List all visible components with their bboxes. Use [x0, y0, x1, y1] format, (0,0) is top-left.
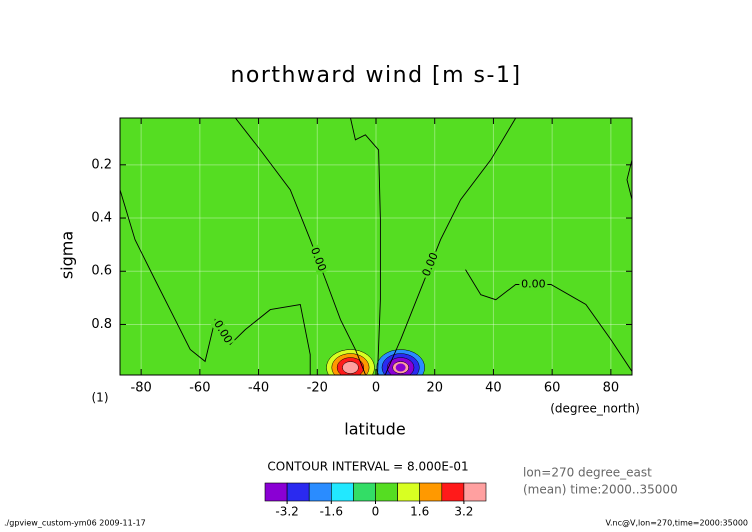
colorbar-tick-label: 1.6 [410, 505, 429, 519]
x-tick-label: 20 [426, 381, 443, 396]
info-text: lon=270 degree_east [523, 466, 652, 480]
colorbar-box [441, 482, 465, 502]
colorbar-tick-label: 3.2 [454, 505, 473, 519]
x-unit: (degree_north) [550, 402, 640, 416]
x-tick-label: -20 [307, 381, 328, 396]
contour-label-bg [307, 244, 329, 275]
footer-right: V.nc@V,lon=270,time=2000:35000 [606, 519, 748, 528]
contour-interval: CONTOUR INTERVAL = 8.000E-01 [267, 460, 468, 474]
y-tick-label: 0.8 [91, 317, 112, 332]
x-tick-label: 60 [544, 381, 561, 396]
colorbar-tick-label: -3.2 [275, 505, 298, 519]
extremum-core [395, 363, 406, 372]
x-tick-label: -80 [131, 381, 152, 396]
contour-label-bg [419, 249, 442, 280]
colorbar-box [330, 482, 354, 502]
field [120, 118, 632, 375]
field-layer: 0.000.00 0.000.00 [120, 118, 632, 375]
info-text: (mean) time:2000..35000 [523, 483, 678, 497]
contour-line [350, 118, 381, 375]
y-note: (1) [92, 391, 109, 405]
y-tick-label: 0.4 [91, 211, 112, 226]
footer-left: ./gpview_custom-ym06 2009-11-17 [4, 519, 146, 528]
contour-label-bg [210, 316, 235, 348]
colorbar-box [375, 482, 398, 502]
x-tick-label: -40 [248, 381, 269, 396]
colorbar-tick-label: -1.6 [320, 505, 343, 519]
contour-line [120, 189, 311, 375]
contour-label: 0.00 [521, 278, 546, 291]
y-tick-label: 0.6 [91, 264, 112, 279]
contour-line [384, 118, 517, 375]
colorbar-tick-label: 0 [372, 505, 380, 519]
contour-line [626, 159, 632, 200]
colorbar-box [286, 482, 310, 502]
colorbar-box [264, 482, 288, 502]
x-axis-label: latitude [344, 420, 405, 439]
x-tick-label: 0 [372, 381, 380, 396]
contour-label-bg [519, 278, 548, 291]
x-tick-label: 80 [603, 381, 620, 396]
colorbar-box [397, 482, 421, 502]
colorbar-box [308, 482, 332, 502]
y-axis-label: sigma [58, 231, 77, 279]
colorbar-box [353, 482, 376, 502]
x-tick-label: 40 [485, 381, 502, 396]
x-tick-label: -60 [189, 381, 210, 396]
chart-title: northward wind [m s-1] [230, 63, 521, 88]
colorbar-box [419, 482, 443, 502]
extremum-core [345, 363, 356, 372]
y-tick-label: 0.2 [91, 157, 112, 172]
colorbar-box [463, 482, 487, 502]
